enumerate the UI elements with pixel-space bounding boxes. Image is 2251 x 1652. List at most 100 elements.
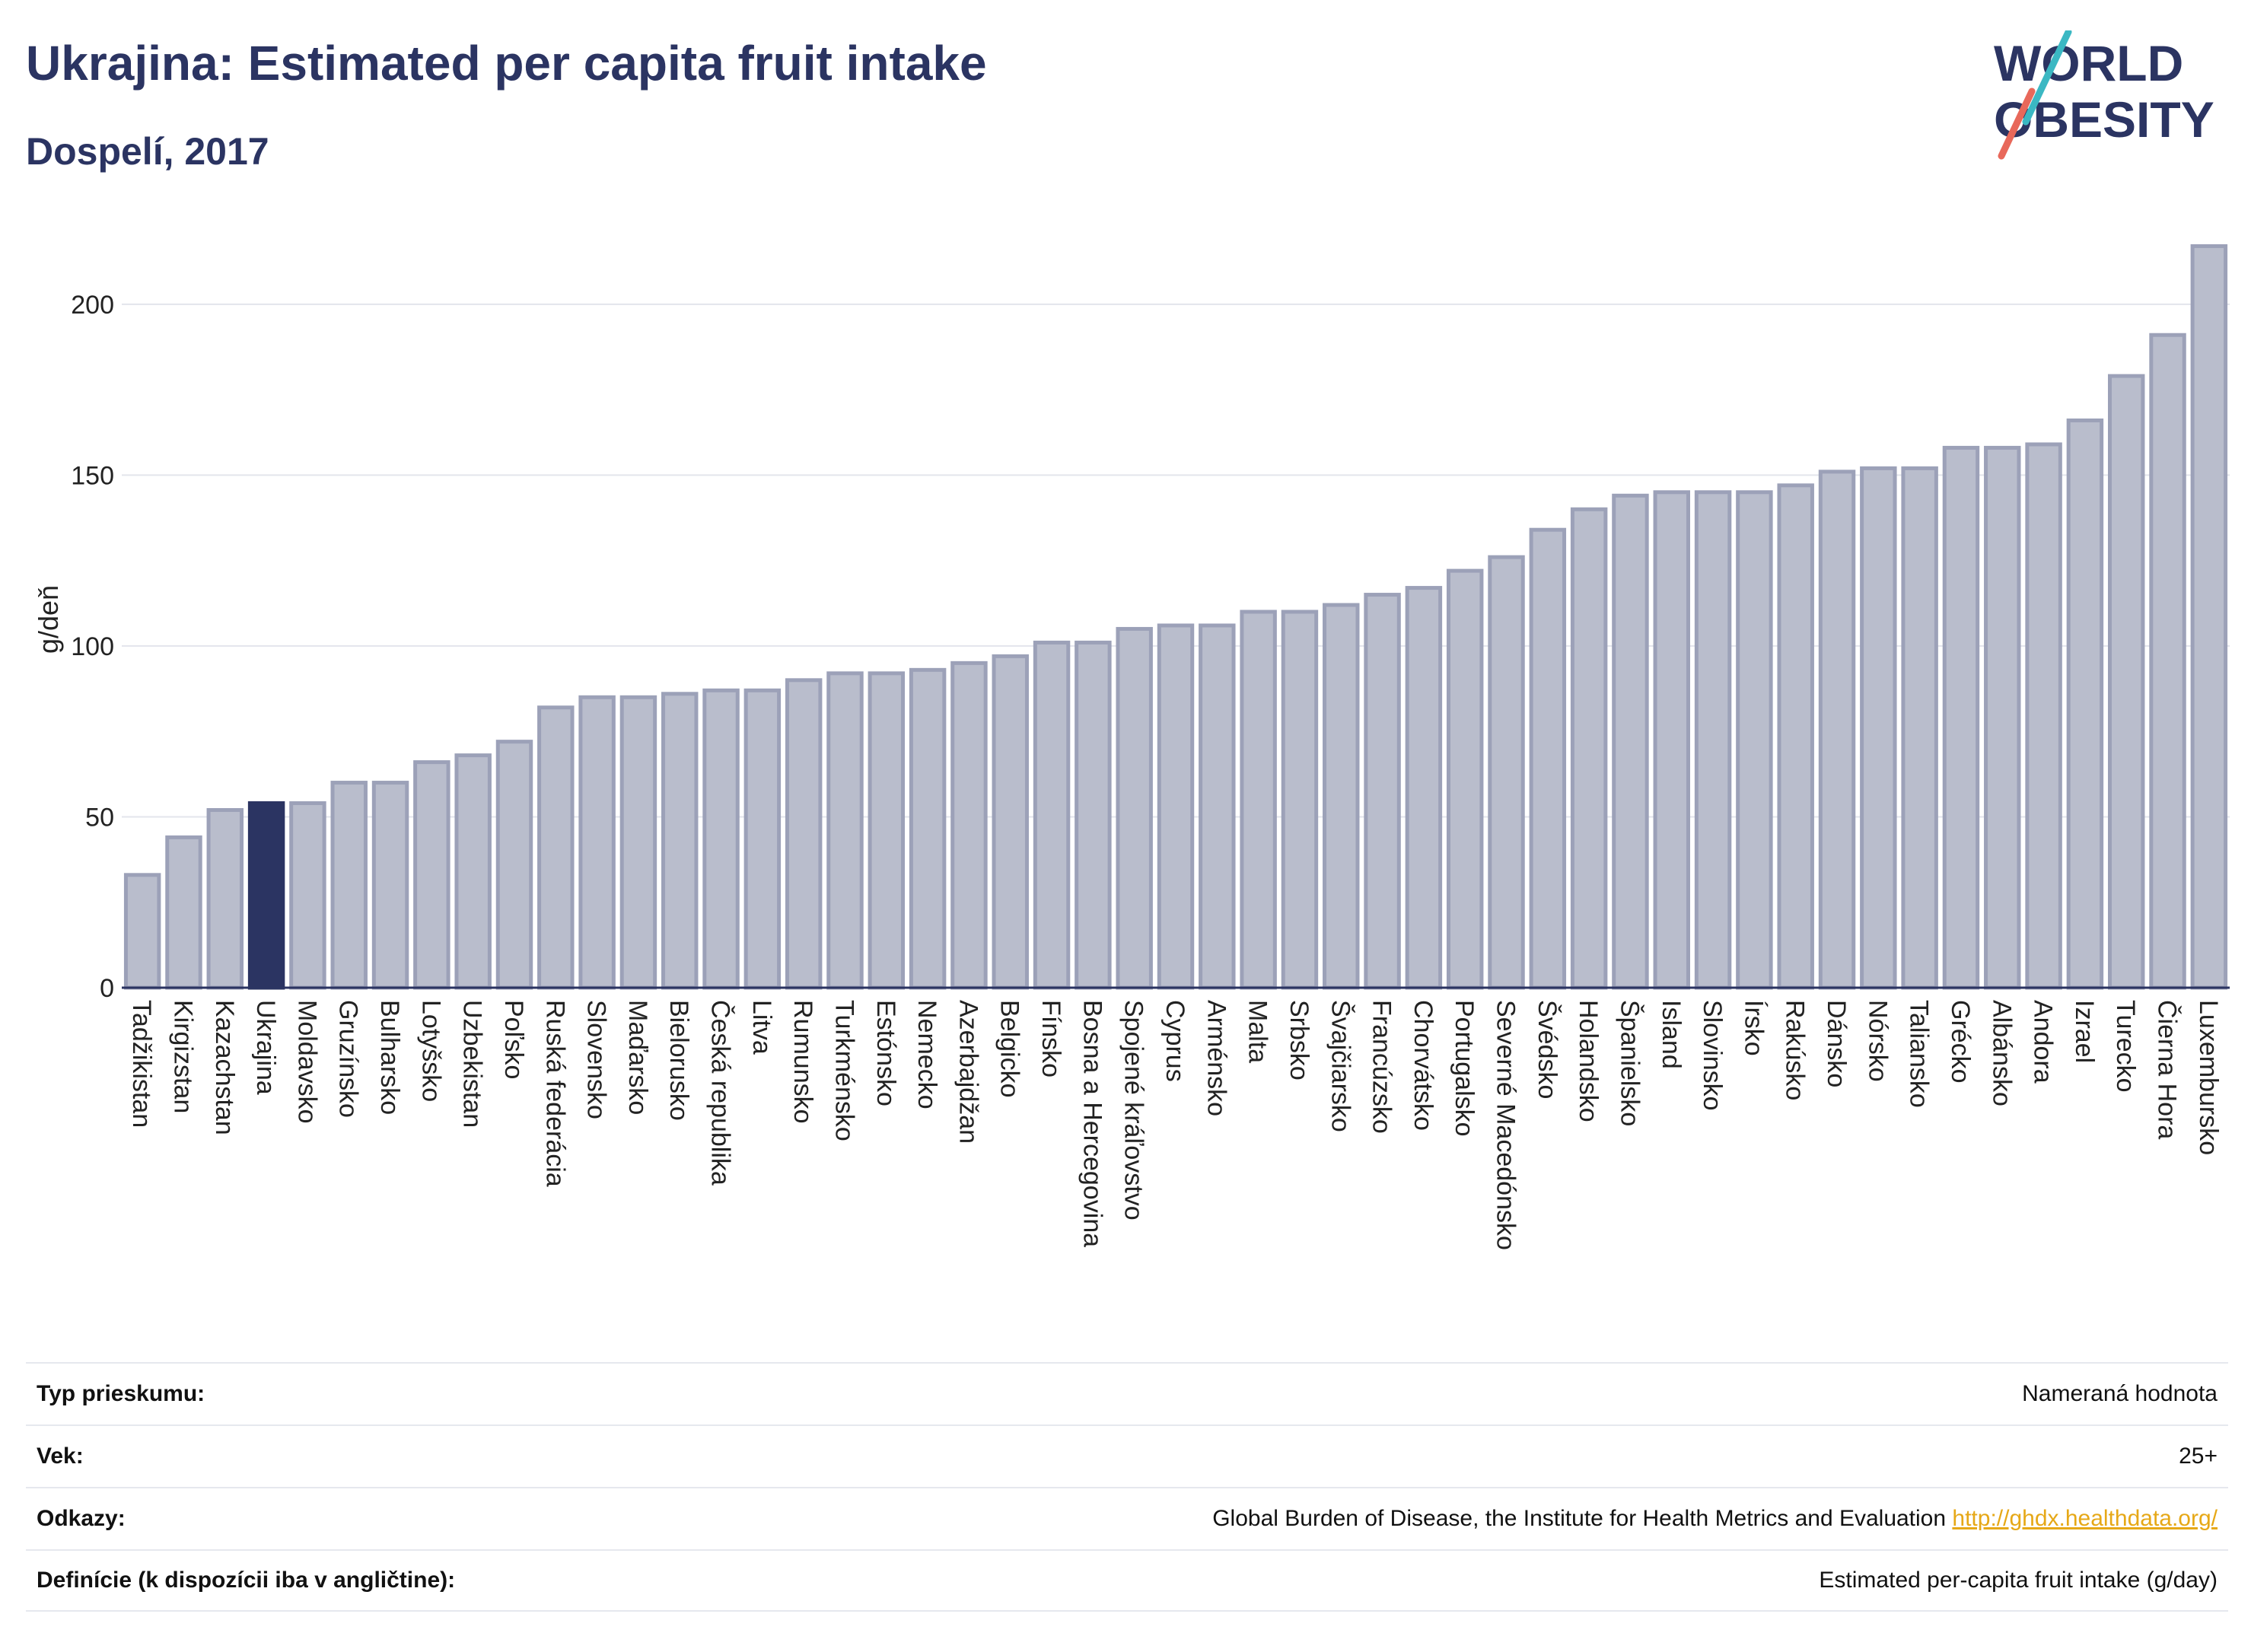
world-obesity-logo: WORLD OBESITY (1994, 30, 2214, 160)
bar (909, 667, 947, 990)
reference-text: Global Burden of Disease, the Institute … (1212, 1506, 1947, 1531)
bar (950, 660, 988, 990)
x-tick-label: Česká republika (706, 1000, 735, 1186)
bar (578, 695, 616, 990)
info-value: 25+ (2179, 1444, 2218, 1469)
bar (206, 807, 244, 990)
y-tick-label: 50 (85, 803, 114, 832)
bar (1901, 466, 1938, 990)
bar (702, 688, 740, 990)
x-tick-label: Holandsko (1574, 1000, 1603, 1122)
bar (413, 760, 451, 990)
bars (123, 244, 2228, 990)
bar (1446, 568, 1484, 990)
x-tick-label: Dánsko (1822, 1000, 1851, 1087)
reference-link[interactable]: http://ghdx.healthdata.org/ (1952, 1506, 2218, 1531)
logo-word-world: WORLD (1994, 35, 2183, 91)
bar (1818, 469, 1856, 990)
x-tick-label: Izrael (2070, 1000, 2099, 1063)
bar (2190, 244, 2228, 990)
x-tick-label: Kirgizstan (168, 1000, 197, 1113)
info-row-definitions: Definície (k dispozícii iba v angličtine… (26, 1549, 2228, 1612)
info-table: Typ prieskumu: Nameraná hodnota Vek: 25+… (26, 1362, 2228, 1612)
x-tick-label: Ruská federácia (540, 1000, 569, 1187)
bar (371, 781, 409, 990)
x-tick-label: Bulharsko (375, 1000, 404, 1115)
bar (289, 801, 326, 990)
y-tick-label: 0 (100, 974, 114, 1003)
bar (1612, 493, 1649, 990)
x-tick-label: Rakúsko (1781, 1000, 1810, 1100)
x-tick-label: Spojené kráľovstvo (1119, 1000, 1148, 1221)
bar (1281, 610, 1319, 990)
x-tick-label: Bielorusko (664, 1000, 693, 1121)
x-tick-label: Uzbekistan (458, 1000, 487, 1128)
bar (454, 753, 492, 990)
y-axis-label: g/deň (33, 585, 64, 654)
bar (165, 835, 202, 990)
bar (785, 678, 823, 990)
bar (537, 705, 575, 990)
bar (1488, 555, 1525, 990)
x-tick-label: Andora (2029, 1000, 2058, 1084)
bar (743, 688, 782, 990)
y-tick-label: 150 (71, 461, 114, 490)
x-axis-categories: Tadžikistan Kirgizstan Kazachstan Ukrajina M… (127, 1000, 2223, 1250)
y-tick-label: 200 (71, 291, 114, 320)
x-tick-label: Turkménsko (829, 1000, 858, 1141)
logo-slash-coral (1998, 88, 2036, 160)
x-tick-label: Fínsko (1036, 1000, 1065, 1077)
y-axis-ticks: 0 50 100 150 200 (71, 291, 114, 1003)
bar (1157, 623, 1195, 990)
x-tick-label: Turecko (2111, 1000, 2140, 1093)
x-tick-label: Švédsko (1533, 1000, 1562, 1099)
bar (1240, 610, 1277, 990)
x-tick-label: Moldavsko (292, 1000, 321, 1124)
info-label: Vek: (37, 1444, 84, 1469)
bar (1653, 490, 1690, 990)
info-value: Nameraná hodnota (2022, 1381, 2218, 1406)
page-title: Ukrajina: Estimated per capita fruit int… (26, 36, 987, 91)
info-label: Odkazy: (37, 1506, 126, 1531)
x-tick-label: Srbsko (1285, 1000, 1313, 1081)
bar (123, 873, 161, 990)
bar (1529, 527, 1567, 990)
x-tick-label: Taliansko (1905, 1000, 1934, 1108)
bar (247, 801, 285, 990)
bar (1777, 483, 1814, 990)
x-tick-label: Írsko (1739, 1000, 1768, 1056)
bar (2066, 419, 2104, 990)
bar (1116, 626, 1153, 990)
x-tick-label: Lotyšsko (416, 1000, 445, 1102)
bar (1736, 490, 1773, 990)
x-tick-label: Nemecko (912, 1000, 941, 1109)
info-row-references: Odkazy: Global Burden of Disease, the In… (26, 1487, 2228, 1549)
bar (1199, 623, 1236, 990)
x-tick-label: Kazachstan (210, 1000, 239, 1135)
info-row-survey-type: Typ prieskumu: Nameraná hodnota (26, 1362, 2228, 1424)
bar (619, 695, 657, 990)
bar (1984, 445, 2021, 990)
x-tick-label: Severné Macedónsko (1492, 1000, 1520, 1250)
x-tick-label: Estónsko (871, 1000, 900, 1106)
x-tick-label: Arménsko (1202, 1000, 1231, 1116)
page-subtitle: Dospelí, 2017 (26, 130, 269, 173)
x-tick-label: Grécko (1946, 1000, 1975, 1084)
x-tick-label: Ukrajina (251, 1000, 280, 1095)
x-tick-label: Island (1657, 1000, 1686, 1069)
x-tick-label: Bosna a Hercegovina (1078, 1000, 1106, 1247)
bar (2107, 374, 2145, 990)
x-tick-label: Albánsko (1987, 1000, 2016, 1106)
x-tick-label: Litva (747, 1000, 776, 1055)
bar (661, 692, 699, 990)
x-tick-label: Poľsko (499, 1000, 528, 1079)
info-value: Estimated per-capita fruit intake (g/day… (1819, 1568, 2218, 1593)
info-value: Global Burden of Disease, the Institute … (1212, 1506, 2218, 1532)
x-tick-label: Slovensko (582, 1000, 611, 1119)
bar (1323, 603, 1360, 990)
bar (495, 740, 533, 990)
bar (2149, 333, 2186, 990)
x-tick-label: Čierna Hora (2153, 1000, 2182, 1139)
bar (1033, 640, 1071, 990)
x-tick-label: Luxembursko (2194, 1000, 2223, 1155)
